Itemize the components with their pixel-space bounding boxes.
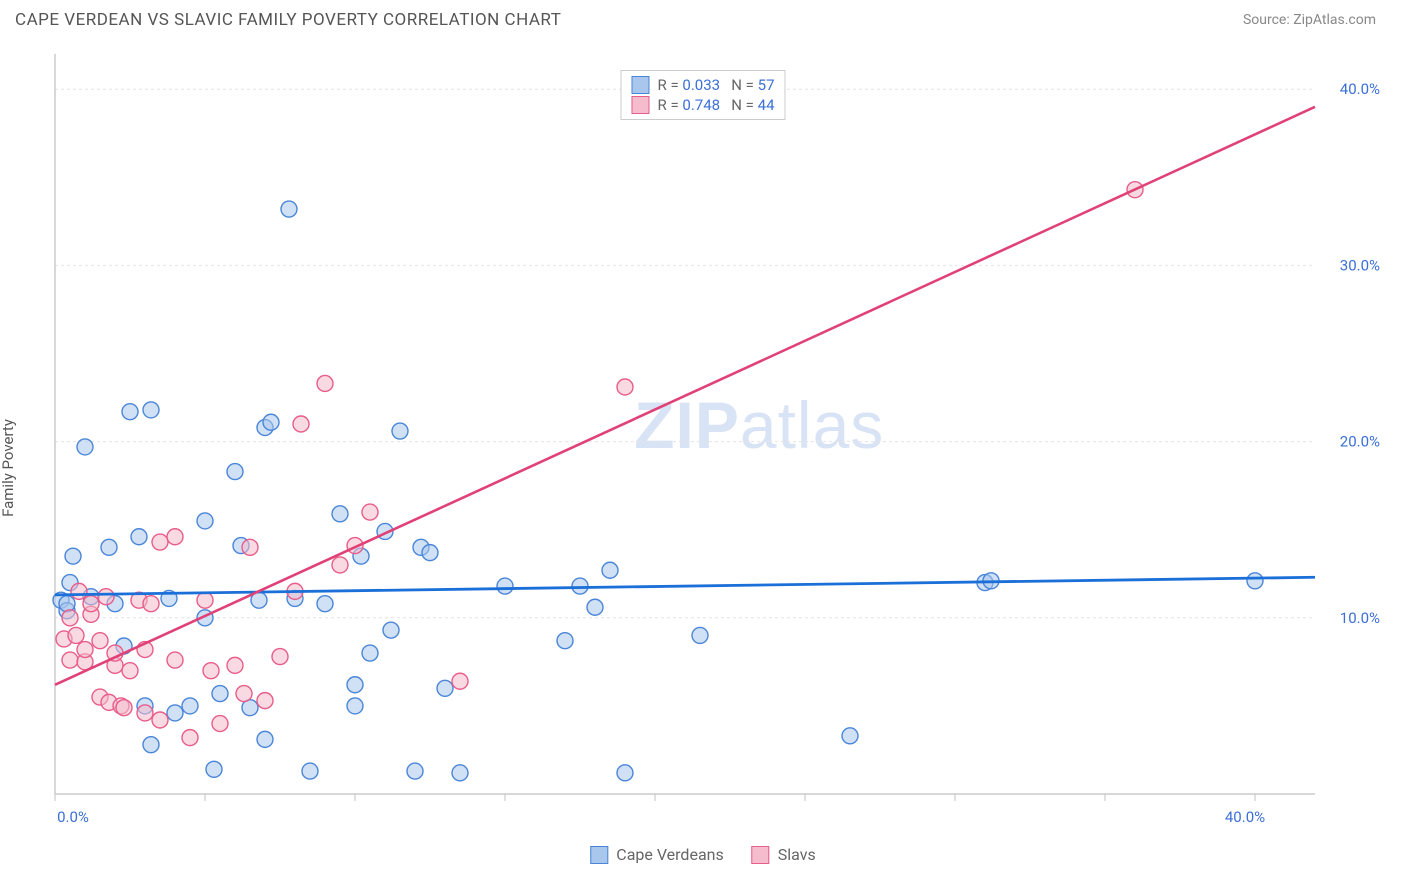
- data-point: [98, 589, 114, 605]
- source-attribution: Source: ZipAtlas.com: [1243, 12, 1376, 28]
- legend-swatch: [631, 76, 649, 94]
- data-point: [203, 663, 219, 679]
- data-point: [557, 633, 573, 649]
- data-point: [65, 548, 81, 564]
- data-point: [77, 642, 93, 658]
- data-point: [362, 645, 378, 661]
- data-point: [212, 716, 228, 732]
- svg-text:40.0%: 40.0%: [1340, 80, 1380, 98]
- data-point: [167, 652, 183, 668]
- data-point: [167, 529, 183, 545]
- data-point: [131, 529, 147, 545]
- svg-text:0.0%: 0.0%: [57, 808, 89, 826]
- data-point: [407, 763, 423, 779]
- data-point: [197, 513, 213, 529]
- data-point: [293, 416, 309, 432]
- svg-text:10.0%: 10.0%: [1340, 609, 1380, 627]
- data-point: [77, 439, 93, 455]
- data-point: [362, 504, 378, 520]
- trend-line: [55, 577, 1315, 595]
- data-point: [197, 592, 213, 608]
- stats-legend: R = 0.033 N = 57R = 0.748 N = 44: [620, 70, 785, 120]
- scatter-plot: 10.0% 20.0% 30.0% 40.0% 0.0% 40.0%: [45, 34, 1395, 844]
- data-point: [182, 730, 198, 746]
- chart-title: CAPE VERDEAN VS SLAVIC FAMILY POVERTY CO…: [15, 10, 561, 30]
- data-point: [206, 761, 222, 777]
- legend-label: Slavs: [778, 845, 816, 864]
- data-point: [143, 596, 159, 612]
- data-point: [347, 677, 363, 693]
- data-point: [257, 693, 273, 709]
- data-point: [212, 686, 228, 702]
- data-point: [392, 423, 408, 439]
- data-point: [1247, 573, 1263, 589]
- legend-stat-row: R = 0.033 N = 57: [631, 75, 774, 95]
- data-point: [71, 583, 87, 599]
- data-point: [452, 765, 468, 781]
- legend-swatch: [590, 846, 608, 864]
- data-point: [68, 627, 84, 643]
- data-point: [422, 545, 438, 561]
- data-point: [143, 737, 159, 753]
- data-point: [122, 404, 138, 420]
- data-point: [59, 596, 75, 612]
- data-point: [143, 402, 159, 418]
- chart-area: Family Poverty ZIPatlas 10.0%20.0%30.0%4…: [0, 34, 1406, 884]
- data-point: [263, 414, 279, 430]
- data-point: [182, 698, 198, 714]
- data-point: [317, 596, 333, 612]
- data-point: [347, 698, 363, 714]
- data-point: [152, 534, 168, 550]
- data-point: [167, 705, 183, 721]
- data-point: [317, 375, 333, 391]
- data-point: [332, 506, 348, 522]
- legend-label: Cape Verdeans: [616, 845, 723, 864]
- data-point: [587, 599, 603, 615]
- trend-line: [55, 107, 1315, 685]
- data-point: [116, 700, 132, 716]
- data-point: [62, 610, 78, 626]
- svg-text:20.0%: 20.0%: [1340, 433, 1380, 451]
- data-point: [83, 596, 99, 612]
- data-point: [692, 627, 708, 643]
- data-point: [272, 649, 288, 665]
- data-point: [617, 765, 633, 781]
- data-point: [383, 622, 399, 638]
- legend-swatch: [631, 96, 649, 114]
- data-point: [257, 731, 273, 747]
- data-point: [236, 686, 252, 702]
- data-point: [227, 464, 243, 480]
- data-point: [437, 680, 453, 696]
- legend-swatch: [752, 846, 770, 864]
- data-point: [617, 379, 633, 395]
- data-point: [227, 657, 243, 673]
- data-point: [137, 705, 153, 721]
- data-point: [152, 712, 168, 728]
- data-point: [302, 763, 318, 779]
- data-point: [452, 673, 468, 689]
- legend-stat-row: R = 0.748 N = 44: [631, 95, 774, 115]
- data-point: [281, 201, 297, 217]
- data-point: [62, 652, 78, 668]
- legend-item: Slavs: [752, 845, 816, 864]
- data-point: [101, 539, 117, 555]
- data-point: [842, 728, 858, 744]
- legend-item: Cape Verdeans: [590, 845, 723, 864]
- data-point: [332, 557, 348, 573]
- data-point: [602, 562, 618, 578]
- svg-text:40.0%: 40.0%: [1225, 808, 1265, 826]
- data-point: [497, 578, 513, 594]
- data-point: [122, 663, 138, 679]
- data-point: [242, 539, 258, 555]
- series-legend: Cape Verdeans Slavs: [590, 845, 815, 864]
- y-axis-label: Family Poverty: [0, 419, 17, 517]
- data-point: [92, 633, 108, 649]
- svg-text:30.0%: 30.0%: [1340, 256, 1380, 274]
